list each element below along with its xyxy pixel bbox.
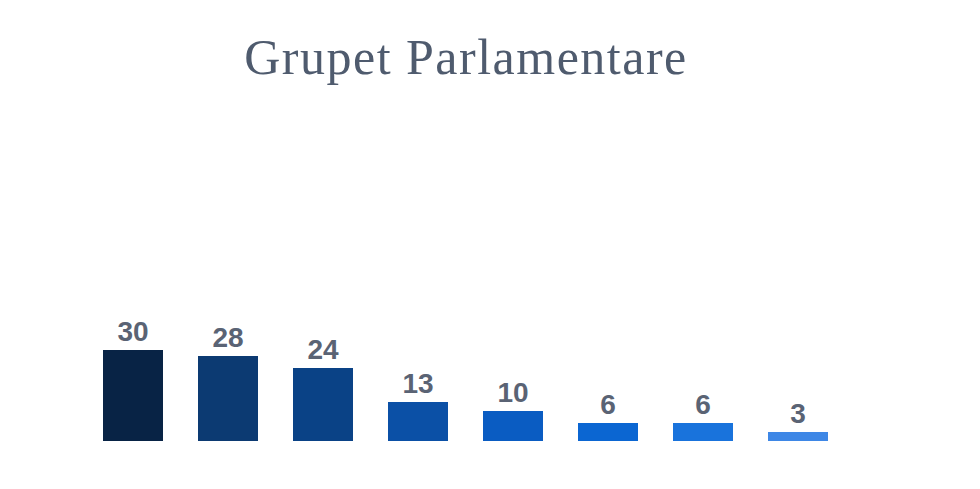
bar-group: 3 bbox=[768, 400, 828, 441]
bar-value-label: 10 bbox=[497, 379, 528, 407]
bar bbox=[103, 350, 163, 441]
bar bbox=[578, 423, 638, 441]
bar bbox=[293, 368, 353, 441]
bar-value-label: 28 bbox=[212, 324, 243, 352]
bar bbox=[483, 411, 543, 441]
chart-slide: Grupet Parlamentare 30 28 24 13 10 6 6 3 bbox=[0, 0, 980, 489]
bar bbox=[673, 423, 733, 441]
chart-title: Grupet Parlamentare bbox=[0, 28, 932, 86]
bar-group: 30 bbox=[103, 318, 163, 441]
bar-value-label: 13 bbox=[402, 370, 433, 398]
bar bbox=[768, 432, 828, 441]
bar-group: 10 bbox=[483, 379, 543, 441]
bar bbox=[388, 402, 448, 441]
bar-group: 6 bbox=[673, 391, 733, 441]
bar-group: 24 bbox=[293, 336, 353, 441]
bar-group: 28 bbox=[198, 324, 258, 441]
bar bbox=[198, 356, 258, 441]
bar-chart: 30 28 24 13 10 6 6 3 bbox=[103, 318, 828, 441]
bar-value-label: 6 bbox=[600, 391, 616, 419]
bar-value-label: 30 bbox=[117, 318, 148, 346]
bar-value-label: 3 bbox=[790, 400, 806, 428]
bar-value-label: 24 bbox=[307, 336, 338, 364]
bar-group: 13 bbox=[388, 370, 448, 441]
bar-value-label: 6 bbox=[695, 391, 711, 419]
bar-group: 6 bbox=[578, 391, 638, 441]
